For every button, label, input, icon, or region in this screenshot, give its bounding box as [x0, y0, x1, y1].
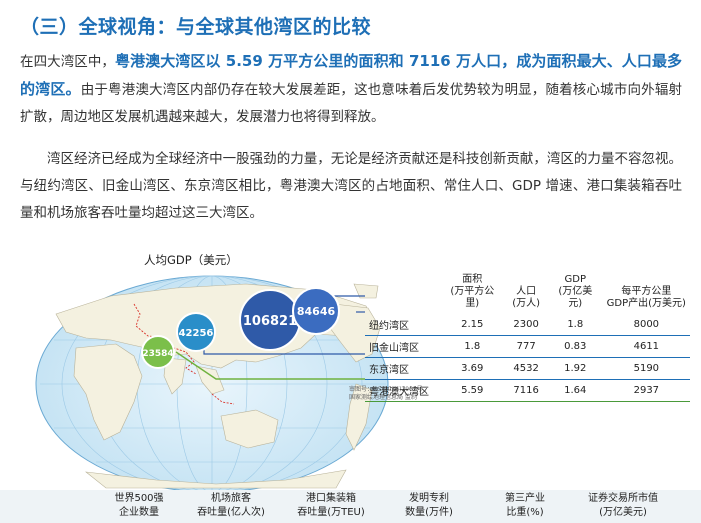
footer-item-fortune500: 世界500强 企业数量	[114, 493, 164, 518]
gdp-per-capita-label: 人均GDP（美元）	[144, 253, 238, 267]
table-cell-value: 2937	[602, 379, 690, 402]
table-cell-region: 纽约湾区	[365, 314, 441, 336]
footer-item-container-port: 港口集装箱 吞吐量(万TEU)	[297, 493, 365, 518]
paragraph-2-text: 湾区经济已经成为全球经济中一股强劲的力量，无论是经济贡献还是科技创新贡献，湾区的…	[20, 151, 682, 221]
table-cell-value: 5190	[602, 357, 690, 380]
bubble-label-2: 84646	[297, 305, 336, 318]
table-cell-value: 4532	[504, 357, 548, 380]
footer-item-stock-market-cap: 证券交易所市值 (万亿美元)	[588, 493, 658, 518]
bay-area-comparison-table: 面积 (万平方公里) 人口 (万人) GDP (万亿美元) 每平方公里 GDP产出(万美…	[365, 274, 690, 402]
table-cell-region: 旧金山湾区	[365, 335, 441, 358]
table-cell-value: 5.59	[440, 379, 505, 402]
bubble-label-4: 23584	[142, 349, 173, 359]
world-map: 106821 84646 42256 23584	[35, 275, 389, 490]
bubble-label-3: 42256	[179, 328, 214, 339]
table-cell-value: 8000	[602, 314, 690, 336]
table-row: 纽约湾区 2.15 2300 1.8 8000	[365, 314, 690, 336]
paragraph-1-lead: 在四大湾区中，	[20, 54, 115, 70]
table-cell-value: 0.83	[547, 335, 603, 358]
table-cell-region: 粤港澳大湾区	[365, 379, 441, 402]
table-cell-value: 777	[504, 335, 548, 358]
table-cell-value: 3.69	[440, 357, 505, 380]
table-cell-value: 1.92	[547, 357, 603, 380]
paragraph-1-highlight: 粤港澳大湾区以 5.59 万平方公里的面积和 7116 万人口，成为面积最大、人…	[20, 52, 683, 98]
footer-item-tertiary-industry: 第三产业 比重(%)	[505, 493, 545, 518]
header-population: 人口 (万人)	[512, 286, 541, 309]
table-row: 东京湾区 3.69 4532 1.92 5190	[365, 357, 690, 380]
bubble-label-1: 106821	[243, 314, 297, 329]
table-cell-value: 1.8	[547, 314, 603, 336]
table-cell-value: 2300	[504, 314, 548, 336]
table-cell-value: 7116	[504, 379, 548, 402]
paragraph-2: 湾区经济已经成为全球经济中一股强劲的力量，无论是经济贡献还是科技创新贡献，湾区的…	[20, 146, 682, 227]
footer-item-patents: 发明专利 数量(万件)	[405, 493, 453, 518]
table-row: 旧金山湾区 1.8 777 0.83 4611	[365, 335, 690, 358]
header-gdp-per-km2: 每平方公里 GDP产出(万美元)	[606, 286, 686, 309]
bay-area-comparison-figure: 106821 84646 42256 23584 人均GDP（美元） 审图号：G…	[16, 244, 690, 490]
footer-indicator-bar: 世界500强 企业数量 机场旅客 吞吐量(亿人次) 港口集装箱 吞吐量(万TEU) 发…	[0, 490, 701, 523]
table-cell-region: 东京湾区	[365, 357, 441, 380]
table-cell-value: 4611	[602, 335, 690, 358]
table-row: 粤港澳大湾区 5.59 7116 1.64 2937	[365, 379, 690, 402]
footer-item-airport: 机场旅客 吞吐量(亿人次)	[197, 493, 265, 518]
table-cell-value: 2.15	[440, 314, 505, 336]
header-area: 面积 (万平方公里)	[450, 274, 495, 309]
header-gdp: GDP (万亿美元)	[558, 274, 593, 309]
paragraph-1-rest: 由于粤港澳大湾区内部仍存在较大发展差距，这也意味着后发优势较为明显，随着核心城市…	[20, 82, 682, 125]
table-cell-value: 1.8	[440, 335, 505, 358]
table-cell-value: 1.64	[547, 379, 603, 402]
section-heading: （三）全球视角：与全球其他湾区的比较	[20, 16, 372, 38]
paragraph-1: 在四大湾区中，粤港澳大湾区以 5.59 万平方公里的面积和 7116 万人口，成…	[20, 48, 682, 131]
